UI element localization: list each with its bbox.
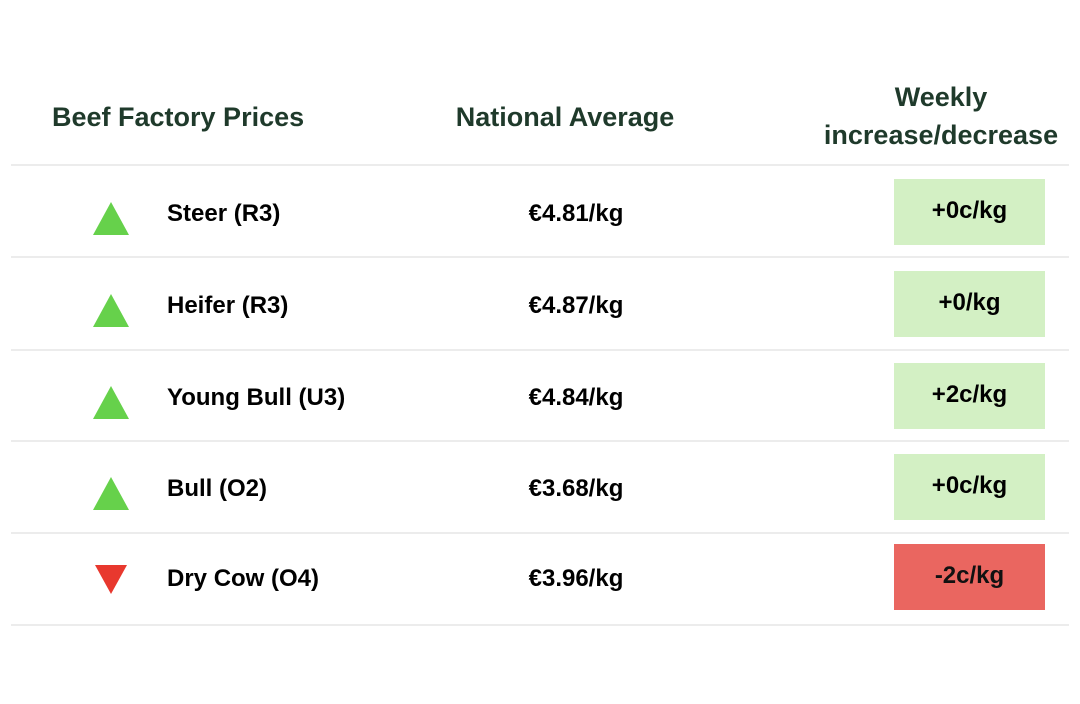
weekly-change-badge: +2c/kg	[894, 363, 1045, 429]
weekly-change-badge: -2c/kg	[894, 544, 1045, 610]
table-row: Heifer (R3) €4.87/kg +0/kg	[11, 259, 1069, 349]
up-arrow-icon	[93, 294, 129, 327]
divider	[11, 440, 1069, 442]
up-arrow-icon	[93, 477, 129, 510]
header-weekly-change-line2: increase/decrease	[823, 120, 1059, 150]
national-average-price: €4.81/kg	[528, 200, 624, 227]
table-row: Young Bull (U3) €4.84/kg +2c/kg	[11, 351, 1069, 441]
divider	[11, 256, 1069, 258]
header-beef-factory-prices: Beef Factory Prices	[52, 102, 305, 132]
divider	[11, 164, 1069, 166]
down-arrow-icon	[95, 565, 127, 594]
cattle-type: Bull (O2)	[167, 475, 267, 502]
table-row: Steer (R3) €4.81/kg +0c/kg	[11, 167, 1069, 257]
header-weekly-change-line1: Weekly	[894, 82, 988, 112]
cattle-type: Young Bull (U3)	[167, 384, 346, 411]
cattle-type: Heifer (R3)	[167, 292, 289, 319]
weekly-change-badge: +0c/kg	[894, 179, 1045, 245]
national-average-price: €3.68/kg	[528, 475, 624, 502]
divider	[11, 349, 1069, 351]
weekly-change-badge: +0c/kg	[894, 454, 1045, 520]
header-national-average: National Average	[455, 102, 675, 132]
up-arrow-icon	[93, 202, 129, 235]
divider	[11, 624, 1069, 626]
table-row: Dry Cow (O4) €3.96/kg -2c/kg	[11, 532, 1069, 622]
national-average-price: €3.96/kg	[528, 565, 624, 592]
header-weekly-change: Weekly increase/decrease	[810, 78, 1072, 154]
up-arrow-icon	[93, 386, 129, 419]
divider	[11, 532, 1069, 534]
table-row: Bull (O2) €3.68/kg +0c/kg	[11, 442, 1069, 532]
national-average-price: €4.87/kg	[528, 292, 624, 319]
weekly-change-badge: +0/kg	[894, 271, 1045, 337]
cattle-type: Dry Cow (O4)	[167, 565, 320, 592]
national-average-price: €4.84/kg	[528, 384, 624, 411]
cattle-type: Steer (R3)	[167, 200, 281, 227]
